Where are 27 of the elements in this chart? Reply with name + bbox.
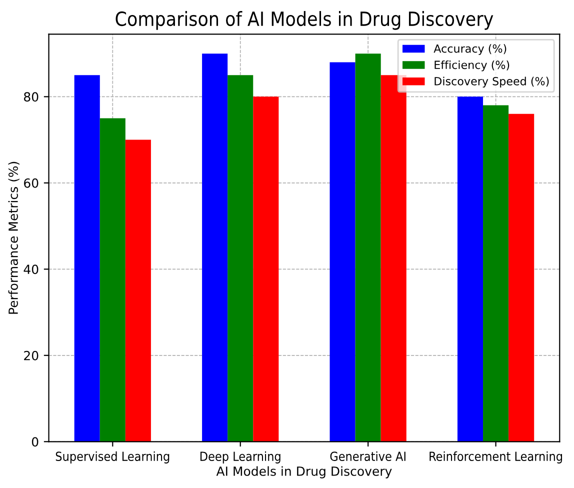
- bar: [228, 75, 254, 442]
- bar: [74, 75, 100, 442]
- bar: [100, 118, 126, 442]
- bar: [508, 114, 534, 442]
- legend-label: Accuracy (%): [434, 44, 506, 55]
- y-axis-title: Performance Metrics (%): [8, 162, 20, 314]
- x-tick-label: Reinforcement Learning: [430, 451, 562, 464]
- x-tick-label: Generative AI: [330, 451, 406, 462]
- bar: [253, 96, 279, 442]
- y-tick-label: 60: [24, 178, 38, 188]
- x-tick-label: Deep Learning: [200, 451, 280, 464]
- bar: [380, 75, 406, 442]
- legend-label: Discovery Speed (%): [434, 76, 549, 88]
- legend-label: Efficiency (%): [434, 60, 510, 72]
- bar: [330, 62, 356, 442]
- x-tick-label: Supervised Learning: [56, 451, 170, 464]
- y-tick-label: 20: [24, 350, 38, 360]
- bar: [202, 54, 228, 442]
- y-tick-label: 80: [24, 92, 38, 102]
- bar: [483, 105, 509, 442]
- bar: [457, 96, 484, 442]
- y-tick-label: 40: [24, 264, 38, 274]
- bar: [355, 54, 381, 442]
- x-axis-title: AI Models in Drug Discovery: [216, 466, 392, 478]
- chart-title: Comparison of AI Models in Drug Discovery: [116, 11, 494, 30]
- bar: [125, 140, 151, 442]
- y-tick-label: 0: [32, 437, 38, 447]
